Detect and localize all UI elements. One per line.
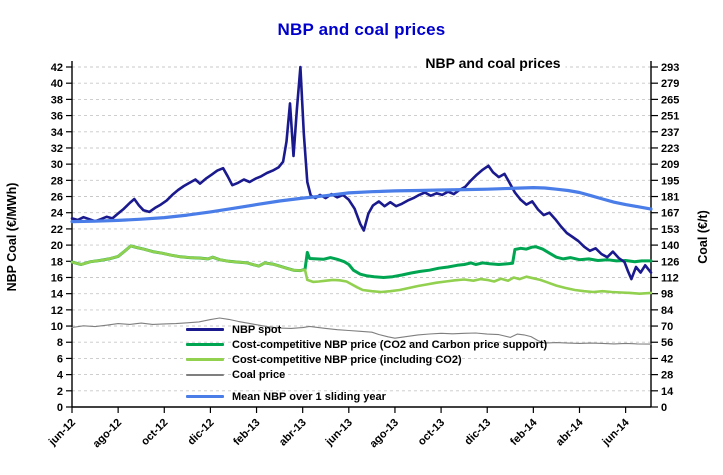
y-right-tick-label: 237	[661, 127, 679, 139]
legend-label-nbp-competitive-cps: Cost-competitive NBP price (CO2 and Carb…	[232, 338, 548, 351]
x-tick-label: jun-14	[600, 416, 633, 449]
y-right-tick-label: 56	[661, 337, 673, 349]
y-left-tick-label: 12	[51, 305, 63, 317]
y-left-tick-label: 36	[51, 111, 63, 123]
x-tick-label: feb-14	[508, 416, 540, 448]
y-left-tick-label: 24	[51, 208, 64, 220]
legend-label-nbp-competitive-co2: Cost-competitive NBP price (including CO…	[232, 353, 462, 366]
y-right-tick-label: 223	[661, 143, 679, 155]
y-right-tick-label: 195	[661, 175, 679, 187]
y-right-tick-label: 293	[661, 62, 679, 74]
page-title: NBP and coal prices	[277, 20, 446, 39]
y-left-tick-label: 14	[51, 289, 64, 301]
y-right-tick-label: 28	[661, 370, 673, 382]
y-right-tick-label: 265	[661, 94, 679, 106]
y-right-tick-label: 112	[661, 272, 679, 284]
legend-swatch-nbp-mean	[186, 395, 224, 398]
chart-inner-title: NBP and coal prices	[420, 55, 566, 71]
x-tick-label: oct-13	[416, 417, 447, 448]
y-left-tick-label: 2	[57, 386, 63, 398]
x-tick-label: oct-12	[139, 417, 170, 448]
y-left-tick-label: 10	[51, 321, 63, 333]
y-left-axis-title: NBP Coal (€/MWh)	[5, 183, 19, 292]
legend-swatch-nbp-competitive-cps	[186, 343, 224, 346]
legend-item-nbp-competitive-cps: Cost-competitive NBP price (CO2 and Carb…	[186, 338, 548, 351]
x-tick-label: jun-12	[46, 417, 78, 449]
x-tick-label: dic-13	[462, 417, 493, 448]
y-right-tick-label: 167	[661, 208, 679, 220]
y-left-tick-label: 30	[51, 159, 63, 171]
y-left-tick-label: 6	[57, 353, 63, 365]
y-right-tick-label: 279	[661, 78, 679, 90]
y-right-tick-label: 84	[661, 305, 674, 317]
y-left-tick-label: 42	[51, 62, 63, 74]
legend-item-nbp-mean: Mean NBP over 1 sliding year	[186, 390, 547, 403]
y-right-tick-label: 153	[661, 224, 679, 236]
legend-label-nbp-mean: Mean NBP over 1 sliding year	[232, 390, 386, 403]
legend-item-coal-price: Coal price	[186, 368, 547, 381]
y-left-tick-label: 38	[51, 94, 63, 106]
series-coal-price	[71, 317, 652, 345]
x-tick-label: dic-12	[186, 417, 217, 448]
y-left-tick-label: 34	[51, 127, 64, 139]
y-left-tick-label: 16	[51, 272, 63, 284]
legend-swatch-coal-price	[186, 373, 224, 376]
y-left-tick-label: 20	[51, 240, 63, 252]
legend-label-nbp-spot: NBP spot	[232, 323, 282, 336]
y-left-tick-label: 28	[51, 175, 63, 187]
y-left-tick-label: 32	[51, 143, 63, 155]
y-right-tick-label: 98	[661, 289, 673, 301]
x-tick-label: ago-12	[91, 417, 125, 451]
y-right-tick-label: 140	[661, 240, 679, 252]
y-right-axis-title: Coal (€/t)	[696, 210, 710, 263]
y-left-tick-label: 0	[57, 402, 63, 414]
legend-label-coal-price: Coal price	[232, 368, 286, 381]
x-tick-label: ago-13	[367, 417, 401, 451]
y-right-tick-label: 126	[661, 256, 679, 268]
y-left-tick-label: 40	[51, 78, 63, 90]
x-tick-label: feb-13	[231, 417, 262, 448]
y-left-tick-label: 8	[57, 337, 63, 349]
x-tick-label: abr-14	[554, 416, 586, 448]
y-right-tick-label: 0	[661, 402, 667, 414]
series-nbp-spot	[70, 65, 653, 281]
y-left-tick-label: 18	[51, 256, 63, 268]
legend-item-nbp-spot: NBP spot	[186, 323, 547, 336]
y-left-tick-label: 22	[51, 224, 63, 236]
series-nbp-competitive-co2	[70, 244, 653, 296]
x-tick-label: abr-13	[277, 417, 309, 449]
y-left-tick-label: 4	[57, 370, 64, 382]
x-tick-label: jun-13	[323, 417, 355, 449]
y-right-tick-label: 209	[661, 159, 679, 171]
y-right-tick-label: 181	[661, 192, 679, 204]
legend-swatch-nbp-competitive-co2	[186, 358, 224, 361]
y-right-tick-label: 251	[661, 111, 679, 123]
y-right-tick-label: 70	[661, 321, 673, 333]
y-right-tick-label: 14	[661, 386, 674, 398]
legend-item-nbp-competitive-co2: Cost-competitive NBP price (including CO…	[186, 353, 547, 366]
legend-swatch-nbp-spot	[186, 328, 224, 331]
y-left-tick-label: 26	[51, 192, 63, 204]
chart-legend: NBP spot Cost-competitive NBP price (CO2…	[186, 324, 547, 406]
series-nbp-mean	[70, 186, 653, 224]
y-right-tick-label: 42	[661, 353, 673, 365]
